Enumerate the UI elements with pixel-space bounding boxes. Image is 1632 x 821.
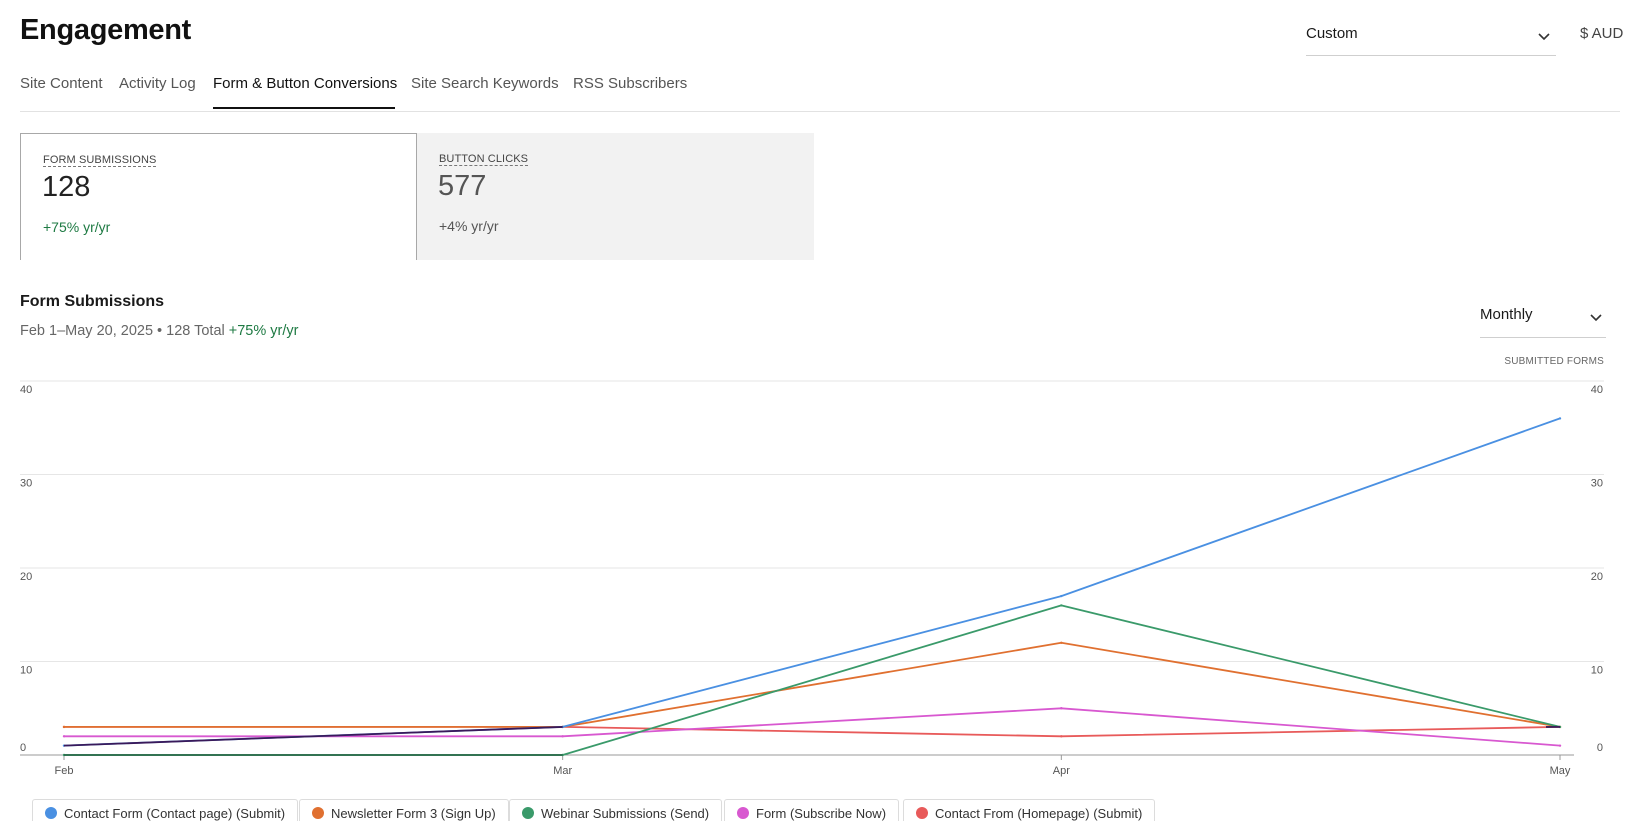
data-point (62, 735, 66, 738)
x-tick-label: Mar (553, 765, 572, 777)
y-tick-label-left: 0 (20, 742, 26, 754)
metric-value: 128 (42, 171, 91, 203)
tab-rss-subscribers[interactable]: RSS Subscribers (573, 75, 688, 92)
y-tick-label-right: 10 (1591, 665, 1603, 677)
tab-form-button-conversions[interactable]: Form & Button Conversions (213, 75, 398, 92)
overlap-segment (63, 726, 563, 747)
legend-item[interactable]: Contact From (Homepage) (Submit) (903, 799, 1156, 821)
metric-label: BUTTON CLICKS (439, 153, 529, 166)
legend-item[interactable]: Form (Subscribe Now) (724, 799, 900, 821)
metric-label: FORM SUBMISSIONS (43, 154, 157, 167)
active-tab-indicator (213, 107, 395, 109)
chart-change: +75% yr/yr (228, 323, 299, 339)
data-point (1060, 641, 1063, 644)
metric-card-form-submissions[interactable]: FORM SUBMISSIONS 128 +75% yr/yr (20, 133, 417, 260)
tab-site-content[interactable]: Site Content (20, 75, 103, 92)
line-chart: 0 0 10 10 20 20 30 30 40 40 Feb Mar Apr May (20, 380, 1604, 777)
legend-swatch (312, 807, 324, 819)
metric-change: +75% yr/yr (43, 219, 111, 235)
chevron-down-icon (1590, 314, 1602, 322)
y-tick-label-left: 40 (20, 384, 32, 396)
legend-item[interactable]: Contact Form (Contact page) (Submit) (32, 799, 299, 821)
legend-label: Webinar Submissions (Send) (541, 806, 710, 821)
chart-section-title: Form Submissions (20, 293, 165, 310)
date-range-label: Custom (1306, 25, 1358, 42)
data-point (1060, 604, 1063, 607)
legend-label: Form (Subscribe Now) (756, 806, 887, 821)
legend-label: Contact From (Homepage) (Submit) (935, 806, 1143, 821)
legend-label: Contact Form (Contact page) (Submit) (64, 806, 286, 821)
chart-section-subtitle: Feb 1–May 20, 2025 • 128 Total +75% yr/y… (20, 323, 298, 339)
data-point (1060, 735, 1063, 738)
y-tick-label-left: 10 (20, 665, 32, 677)
y-tick-label-left: 30 (20, 478, 32, 490)
chevron-down-icon (1538, 33, 1550, 41)
currency-label[interactable]: $ AUD (1580, 25, 1624, 42)
data-point (1060, 594, 1063, 598)
x-tick-label: Feb (55, 765, 74, 777)
metric-change: +4% yr/yr (439, 218, 499, 234)
data-point (1558, 417, 1562, 420)
metric-card-button-clicks[interactable]: BUTTON CLICKS 577 +4% yr/yr (417, 133, 814, 260)
data-point (1558, 744, 1562, 747)
period-label: Monthly (1480, 306, 1533, 323)
y-axis-title: SUBMITTED FORMS (1504, 356, 1604, 367)
series-line (64, 641, 1561, 728)
data-point (62, 725, 66, 729)
x-tick-label: Apr (1053, 765, 1070, 777)
chart-summary: Feb 1–May 20, 2025 • 128 Total (20, 323, 225, 339)
legend-item[interactable]: Webinar Submissions (Send) (509, 799, 723, 821)
y-tick-label-right: 20 (1591, 571, 1603, 583)
y-tick-label-right: 40 (1591, 384, 1603, 396)
legend-swatch (522, 807, 534, 819)
data-point (561, 735, 564, 738)
page-title: Engagement (20, 14, 192, 46)
legend-swatch (737, 807, 749, 819)
x-tick-label: May (1550, 765, 1571, 777)
tab-site-search-keywords[interactable]: Site Search Keywords (411, 75, 559, 92)
legend-label: Newsletter Form 3 (Sign Up) (331, 806, 496, 821)
tab-bar: Site Content Activity Log Form & Button … (20, 72, 1620, 112)
date-range-dropdown[interactable]: Custom (1306, 16, 1556, 56)
period-dropdown[interactable]: Monthly (1480, 298, 1606, 338)
series-line (63, 417, 1561, 747)
y-tick-label-right: 30 (1591, 478, 1603, 490)
y-tick-label-left: 20 (20, 571, 32, 583)
y-tick-label-right: 0 (1597, 742, 1603, 754)
legend-item[interactable]: Newsletter Form 3 (Sign Up) (299, 799, 509, 821)
tab-activity-log[interactable]: Activity Log (119, 75, 196, 92)
series-line (64, 604, 1561, 756)
metric-value: 577 (438, 170, 487, 202)
legend-swatch (45, 807, 57, 819)
data-point (1060, 707, 1063, 710)
legend-swatch (916, 807, 928, 819)
